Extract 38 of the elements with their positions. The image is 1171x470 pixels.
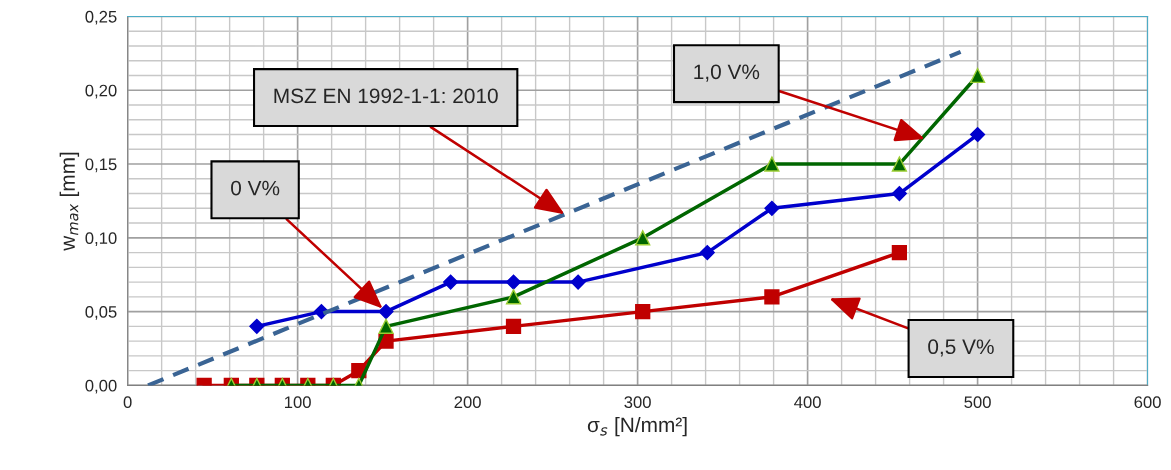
- y-tick-label: 0,05: [85, 306, 117, 320]
- y-axis-title: w$_{max}$ [mm]: [59, 152, 80, 251]
- y-tick-label: 0,10: [85, 232, 117, 246]
- point: [249, 318, 265, 334]
- point: [764, 289, 780, 305]
- annotation: 0,5 V%: [928, 339, 994, 357]
- point: [505, 289, 522, 305]
- point: [635, 303, 651, 320]
- x-tick-label: 200: [454, 396, 481, 409]
- point: [570, 274, 586, 290]
- x-tick-label: 100: [285, 396, 311, 409]
- point: [970, 126, 986, 143]
- y-tick-label: 0,25: [85, 10, 117, 25]
- point: [378, 304, 394, 320]
- point: [764, 200, 780, 216]
- point: [443, 274, 459, 290]
- point: [378, 318, 394, 335]
- point: [969, 67, 986, 84]
- point: [505, 318, 522, 335]
- point: [764, 156, 780, 172]
- x-tick-label: 600: [1134, 396, 1161, 409]
- annotation: 1,0 V%: [694, 64, 760, 82]
- point: [505, 274, 522, 290]
- point: [891, 156, 908, 172]
- y-tick-label: 0,15: [85, 158, 117, 173]
- annotation: MSZ EN 1992-1-1: 2010: [274, 88, 498, 104]
- y-tick-label: 0,00: [85, 379, 117, 394]
- annotation: 0 V%: [231, 180, 280, 196]
- x-tick-label: 0: [123, 396, 132, 409]
- point: [891, 185, 907, 202]
- point: [635, 230, 651, 246]
- point: [891, 244, 908, 261]
- x-axis-title: σ$_{s}$ [N/mm²]: [587, 416, 687, 437]
- x-tick-label: 400: [794, 396, 821, 409]
- x-tick-label: 300: [624, 396, 651, 409]
- point: [699, 245, 715, 261]
- x-tick-label: 500: [964, 396, 991, 409]
- y-tick-label: 0,20: [85, 84, 117, 99]
